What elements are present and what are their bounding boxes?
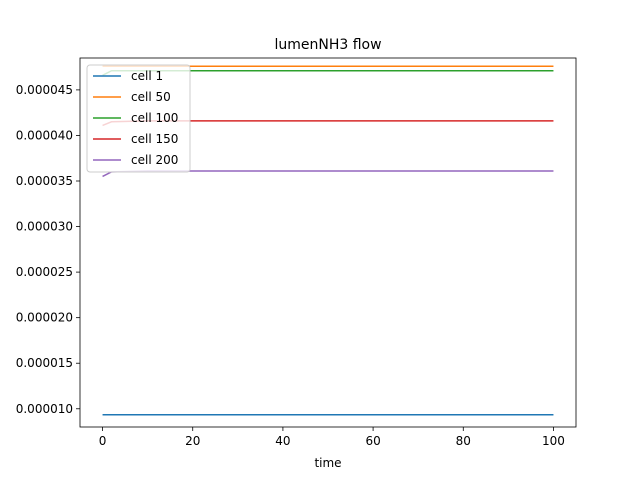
- x-tick-label: 60: [365, 434, 380, 448]
- y-tick-label: 0.000025: [16, 265, 73, 279]
- y-tick-label: 0.000020: [16, 311, 73, 325]
- x-axis-title: time: [314, 456, 341, 470]
- y-tick-label: 0.000015: [16, 356, 73, 370]
- y-tick-label: 0.000035: [16, 174, 73, 188]
- y-tick-label: 0.000010: [16, 402, 73, 416]
- y-tick-label: 0.000040: [16, 128, 73, 142]
- legend-label: cell 100: [131, 111, 178, 125]
- y-tick-label: 0.000030: [16, 220, 73, 234]
- legend-items: cell 1 cell 50 cell 100 cell 150 cell 200: [93, 69, 178, 167]
- chart-title: lumenNH3 flow: [274, 37, 381, 53]
- x-tick-label: 100: [542, 434, 565, 448]
- legend-label: cell 50: [131, 90, 171, 104]
- x-axis: 0 20 40 60 80 100: [99, 427, 565, 448]
- legend-label: cell 1: [131, 69, 163, 83]
- y-axis: 0.000010 0.000015 0.000020 0.000025 0.000030…: [16, 83, 80, 416]
- x-tick-label: 80: [456, 434, 471, 448]
- y-tick-label: 0.000045: [16, 83, 73, 97]
- legend-label: cell 200: [131, 153, 178, 167]
- legend-frame: [86, 64, 191, 173]
- x-tick-label: 40: [275, 434, 290, 448]
- legend: cell 1 cell 50 cell 100 cell 150 cell 200: [86, 64, 191, 173]
- x-tick-label: 20: [185, 434, 200, 448]
- plot-frame: [79, 57, 577, 428]
- x-tick-label: 0: [99, 434, 107, 448]
- legend-label: cell 150: [131, 132, 178, 146]
